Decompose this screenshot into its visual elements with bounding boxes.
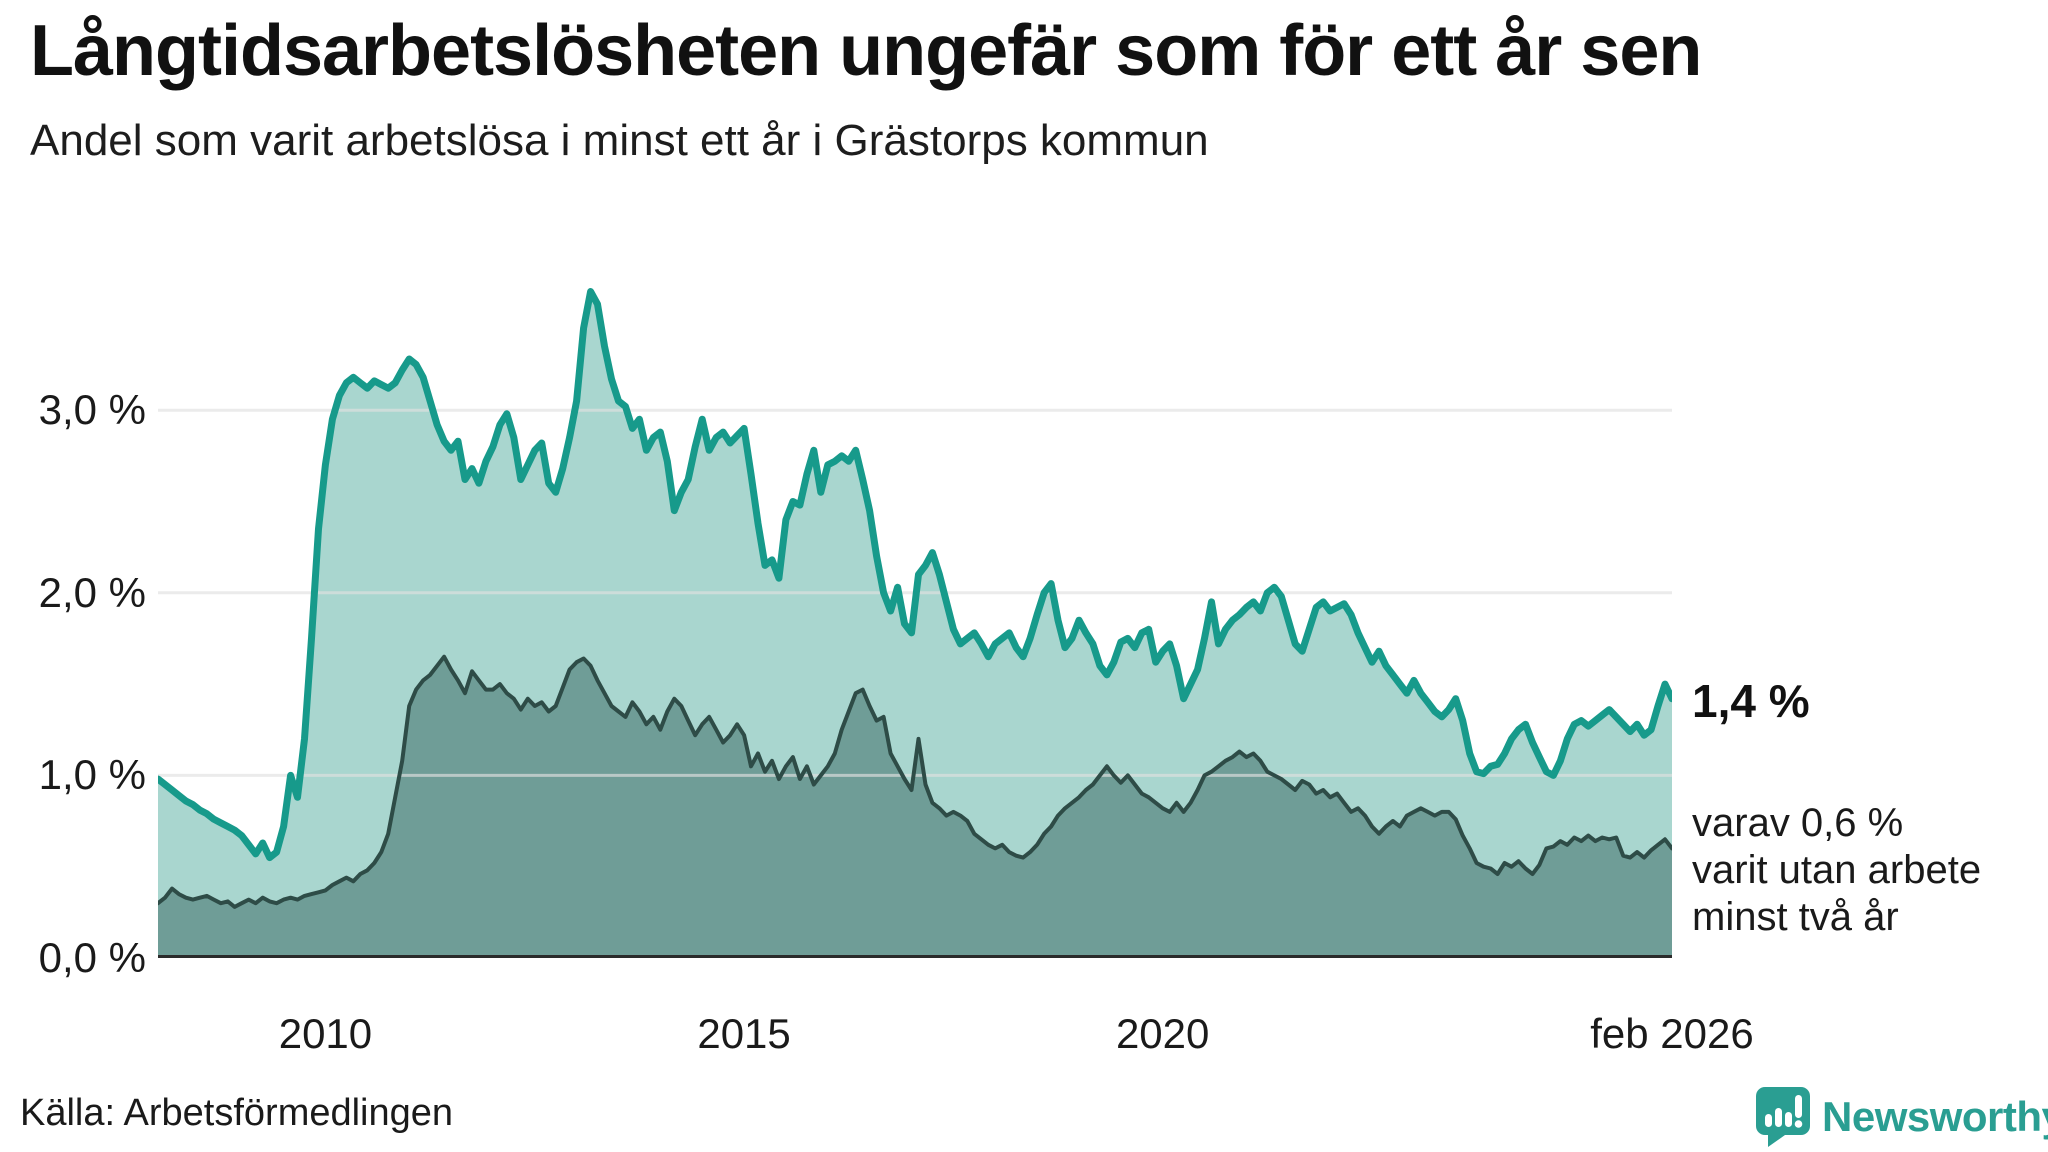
x-axis-tick-label: 2015 [697,1010,791,1057]
secondary-note-line: varit utan arbete [1692,848,1982,892]
newsworthy-logo: Newsworthy [1756,1087,2048,1147]
x-axis-tick-label: 2010 [278,1010,373,1057]
page-title: Långtidsarbetslösheten ungefär som för e… [30,11,1702,91]
newsworthy-logo-icon [1756,1087,1810,1147]
secondary-value-note: varav 0,6 % varit utan arbete minst två … [1692,800,1981,941]
x-axis-tick-label: feb 2026 [1590,1010,1754,1057]
y-axis-tick-label: 3,0 % [38,386,146,434]
secondary-note-line: varav 0,6 % [1692,801,1904,845]
secondary-note-line: minst två år [1692,895,1899,939]
y-axis-tick-label: 1,0 % [38,751,146,799]
page-subtitle: Andel som varit arbetslösa i minst ett å… [30,116,1209,165]
newsworthy-logo-text: Newsworthy [1822,1093,2048,1140]
unemployment-area-chart [158,288,1672,958]
y-axis-tick-label: 0,0 % [38,934,146,981]
y-axis-tick-label: 2,0 % [38,568,146,616]
x-axis-tick-label: 2020 [1115,1010,1210,1057]
chart-plot-area [158,250,1672,958]
latest-value-label: 1,4 % [1692,675,1810,727]
source-attribution: Källa: Arbetsförmedlingen [20,1092,454,1134]
